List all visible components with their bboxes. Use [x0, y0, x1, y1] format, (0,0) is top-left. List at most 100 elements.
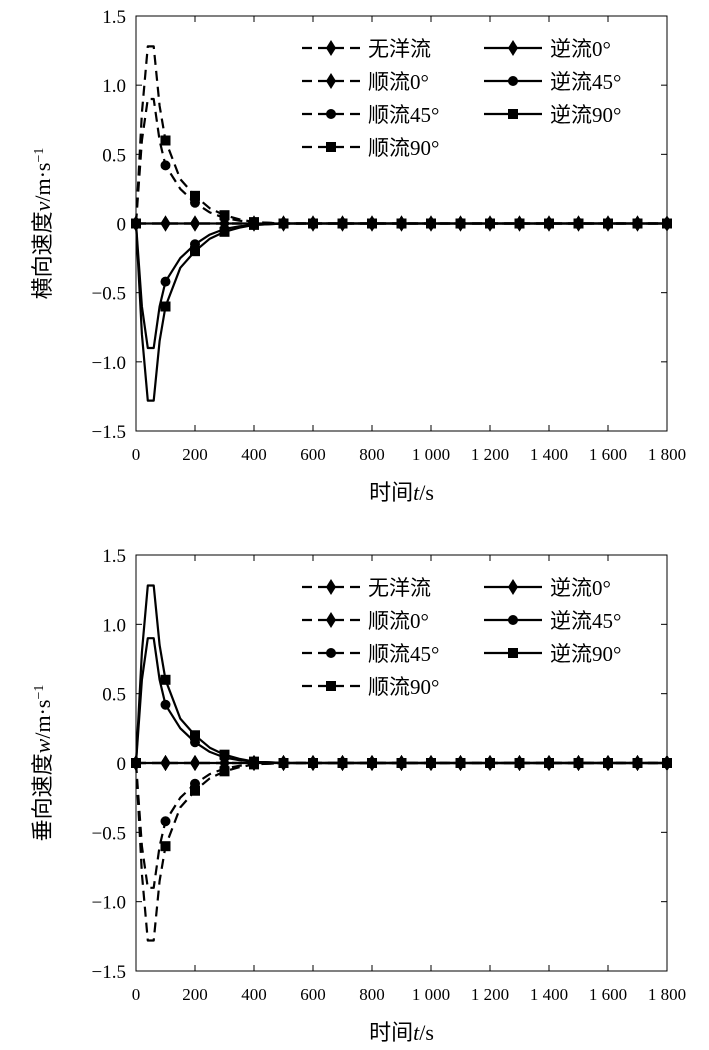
x-tick-label: 1 000	[412, 445, 450, 464]
legend-label: 逆流0°	[550, 37, 611, 61]
legend-swatch-marker	[326, 681, 336, 691]
data-point	[131, 758, 141, 768]
series-3	[131, 758, 672, 889]
data-point	[308, 758, 318, 768]
data-point	[160, 699, 171, 710]
legend-item: 逆流0°	[484, 576, 611, 600]
data-point	[190, 246, 200, 257]
x-tick-label: 800	[359, 445, 385, 464]
data-point	[219, 749, 230, 760]
legend-label: 顺流45°	[368, 103, 439, 127]
data-point	[160, 301, 171, 312]
data-point	[190, 785, 200, 796]
data-point	[278, 758, 289, 768]
legend-item: 顺流45°	[302, 642, 439, 666]
y-axis-title: 垂向速度w/m·s−1	[30, 685, 55, 842]
data-point	[455, 218, 466, 229]
legend-label: 逆流0°	[550, 576, 611, 600]
x-tick-label: 1 600	[589, 985, 627, 1004]
y-tick-label: −1.0	[92, 893, 126, 914]
data-point	[278, 218, 289, 229]
y-tick-label: 1.5	[102, 7, 126, 28]
data-point	[190, 190, 200, 201]
x-tick-label: 1 800	[648, 445, 686, 464]
legend-label: 逆流90°	[550, 103, 621, 127]
data-point	[485, 218, 495, 229]
series-line	[134, 761, 667, 942]
data-point	[160, 816, 171, 827]
y-tick-label: −1.0	[92, 353, 126, 374]
x-axis-title: 时间t/s	[369, 480, 434, 505]
y-axis-title: 横向速度v/m·s−1	[30, 148, 55, 300]
data-point	[219, 226, 230, 237]
legend-label: 无洋流	[368, 576, 431, 600]
data-point	[190, 730, 200, 741]
chart-panel-1: 1.5 1.0 0.5 0 −0.5 −1.0 −1.5 0 200 400 600 800 1 000…	[30, 7, 686, 505]
data-point	[160, 135, 171, 146]
data-point	[603, 758, 613, 768]
legend-item: 顺流0°	[302, 70, 429, 94]
legend-swatch-marker	[326, 73, 336, 89]
legend-label: 无洋流	[368, 37, 431, 61]
series-line	[134, 761, 667, 889]
x-tick-label: 1 400	[530, 985, 568, 1004]
legend-item: 顺流0°	[302, 609, 429, 633]
data-point	[160, 755, 171, 771]
legend-swatch-marker	[508, 40, 518, 56]
series-7	[131, 218, 672, 402]
legend-swatch-marker	[508, 615, 518, 625]
y-tick-label: 0.5	[102, 685, 126, 706]
legend-item: 逆流45°	[484, 609, 621, 633]
chart-panel-2: 1.5 1.0 0.5 0 −0.5 −1.0 −1.5 0 200 400 600 800 1 000…	[30, 546, 686, 1045]
series-line	[134, 222, 667, 350]
legend-swatch-marker	[326, 109, 336, 119]
x-tick-label: 200	[182, 985, 208, 1004]
legend-label: 顺流90°	[368, 675, 439, 699]
legend-item: 无洋流	[302, 37, 431, 61]
legend-label: 逆流45°	[550, 609, 621, 633]
data-point	[455, 758, 466, 768]
legend-swatch-marker	[508, 76, 518, 86]
data-point	[514, 758, 525, 768]
y-tick-label: 1.5	[102, 546, 126, 567]
legend-label: 顺流45°	[368, 642, 439, 666]
data-point	[544, 758, 554, 768]
data-point	[662, 218, 672, 229]
data-point	[662, 758, 672, 768]
data-point	[485, 758, 495, 768]
x-tick-label: 1 200	[471, 985, 509, 1004]
legend-label: 逆流45°	[550, 70, 621, 94]
data-point	[160, 276, 171, 287]
x-tick-label: 1 600	[589, 445, 627, 464]
data-point	[308, 218, 318, 229]
legend-label: 顺流90°	[368, 136, 439, 160]
data-point	[160, 841, 171, 852]
legend-item: 逆流0°	[484, 37, 611, 61]
data-point	[632, 758, 643, 768]
x-tick-label: 600	[300, 985, 326, 1004]
data-point	[396, 218, 407, 229]
x-tick-label: 1 000	[412, 985, 450, 1004]
data-point	[219, 210, 230, 221]
x-tick-label: 0	[132, 985, 141, 1004]
x-tick-label: 400	[241, 445, 267, 464]
y-tick-label: −0.5	[92, 823, 126, 844]
data-point	[190, 215, 200, 232]
legend-swatch-marker	[508, 648, 518, 658]
legend-swatch-marker	[326, 579, 336, 595]
data-point	[514, 218, 525, 229]
data-point	[160, 160, 171, 171]
x-tick-label: 1 200	[471, 445, 509, 464]
legend-item: 逆流45°	[484, 70, 621, 94]
legend-label: 顺流0°	[368, 70, 429, 94]
legend-swatch-marker	[508, 579, 518, 595]
x-tick-label: 200	[182, 445, 208, 464]
x-tick-label: 800	[359, 985, 385, 1004]
data-point	[632, 218, 643, 229]
legend-swatch-marker	[508, 109, 518, 119]
data-point	[573, 758, 584, 768]
data-point	[249, 756, 259, 767]
legend-label: 逆流90°	[550, 642, 621, 666]
y-tick-label: −0.5	[92, 284, 126, 305]
